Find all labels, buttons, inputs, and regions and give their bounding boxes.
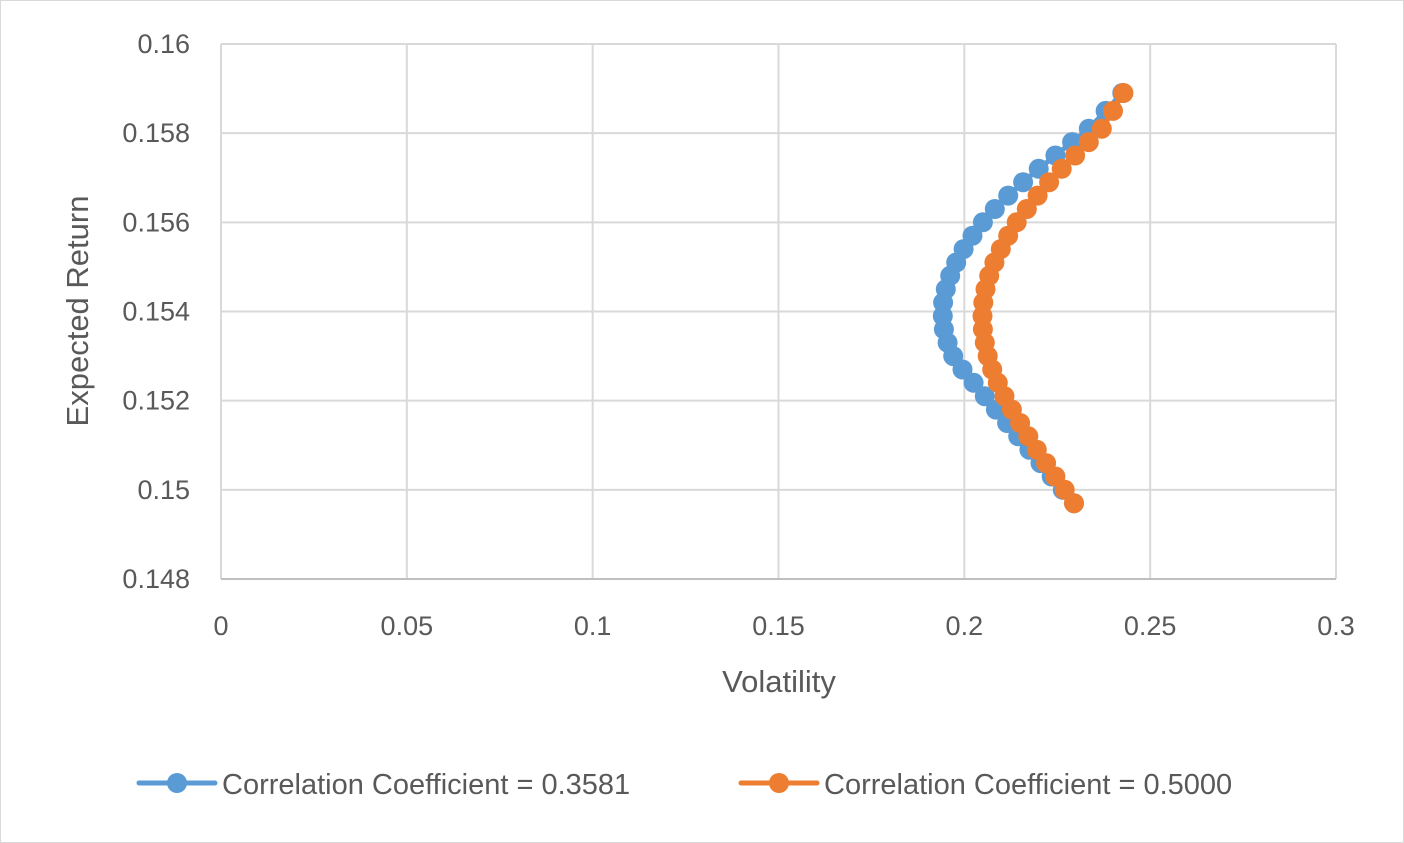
x-tick-label: 0.15 xyxy=(752,611,805,641)
y-tick-label: 0.152 xyxy=(122,386,190,416)
legend: Correlation Coefficient = 0.3581 Correla… xyxy=(136,769,1232,801)
data-point xyxy=(1013,172,1034,193)
data-point xyxy=(1065,145,1086,166)
y-tick-label: 0.158 xyxy=(122,118,190,148)
data-point xyxy=(1051,158,1072,179)
x-axis-title: Volatility xyxy=(722,664,836,699)
data-point xyxy=(1091,118,1112,139)
data-point xyxy=(963,372,984,393)
legend-label-series-2: Correlation Coefficient = 0.5000 xyxy=(824,769,1232,801)
gridlines xyxy=(220,43,1337,579)
x-tick-label: 0.2 xyxy=(946,611,984,641)
legend-item-series-1: Correlation Coefficient = 0.3581 xyxy=(136,769,630,801)
y-tick-label: 0.15 xyxy=(137,475,190,505)
y-tick-label: 0.148 xyxy=(122,564,190,594)
x-tick-label: 0.25 xyxy=(1124,611,1177,641)
data-point xyxy=(972,212,993,233)
series-2 xyxy=(972,83,1134,514)
x-tick-label: 0.1 xyxy=(574,611,612,641)
y-tick-label: 0.154 xyxy=(122,297,190,327)
y-tick-label: 0.156 xyxy=(122,207,190,237)
data-point xyxy=(1039,172,1060,193)
x-tick-label: 0 xyxy=(213,611,228,641)
legend-marker-series-1 xyxy=(167,773,187,793)
legend-marker-series-2 xyxy=(769,773,789,793)
y-axis-title: Expected Return xyxy=(60,196,95,427)
series-layer xyxy=(932,83,1134,514)
data-point xyxy=(984,199,1005,219)
x-tick-label: 0.05 xyxy=(381,611,434,641)
data-point xyxy=(974,386,995,407)
data-point xyxy=(1103,100,1123,121)
data-point xyxy=(1078,132,1099,153)
y-tick-label: 0.16 xyxy=(137,29,190,59)
x-tick-labels: 0 0.05 0.1 0.15 0.2 0.25 0.3 xyxy=(213,611,1354,641)
data-point xyxy=(998,185,1019,206)
data-point xyxy=(1113,83,1134,103)
legend-label-series-1: Correlation Coefficient = 0.3581 xyxy=(222,769,630,801)
y-tick-labels: 0.148 0.15 0.152 0.154 0.156 0.158 0.16 xyxy=(122,29,190,594)
data-point xyxy=(1027,185,1048,206)
x-tick-label: 0.3 xyxy=(1317,611,1355,641)
legend-item-series-2: Correlation Coefficient = 0.5000 xyxy=(738,769,1232,801)
data-point xyxy=(1016,199,1037,219)
